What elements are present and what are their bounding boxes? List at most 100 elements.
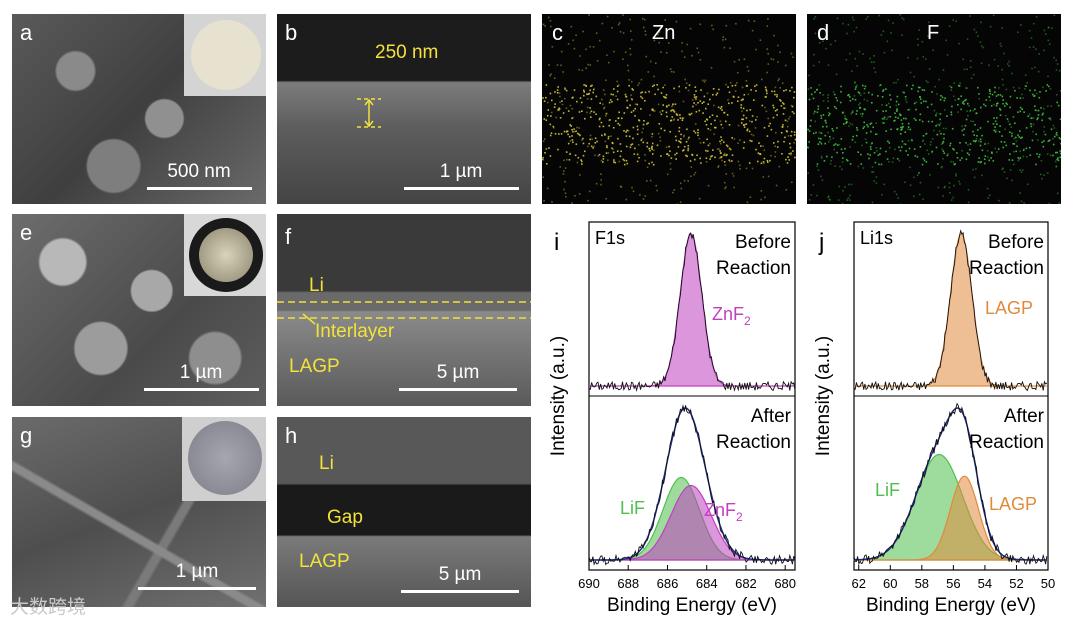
f-dot [966, 152, 969, 154]
zn-dot [693, 102, 695, 104]
zn-dot [781, 82, 784, 84]
zn-dot [777, 61, 779, 63]
f-dot [828, 114, 830, 117]
f-dot [943, 137, 945, 140]
zn-dot [646, 180, 648, 182]
zn-dot [616, 80, 618, 83]
zn-dot [542, 176, 545, 178]
zn-dot [719, 150, 721, 152]
f-dot [836, 127, 838, 129]
zn-dot [777, 79, 779, 82]
zn-dot [585, 48, 587, 51]
f-dot [1005, 102, 1007, 104]
zn-dot [605, 79, 607, 82]
f-dot [979, 161, 982, 164]
x-tick-label: 56 [946, 576, 960, 591]
f-dot [953, 163, 956, 166]
f-dot [818, 84, 821, 86]
zn-dot [662, 104, 664, 106]
zn-dot [704, 79, 707, 82]
zn-dot [627, 130, 630, 132]
zn-dot [712, 88, 715, 90]
zn-dot [673, 118, 676, 120]
zn-dot [699, 157, 701, 160]
f-dot [919, 86, 921, 89]
sem-image-f: f Li Interlayer LAGP 5 µm [277, 214, 531, 406]
zn-dot [767, 117, 769, 120]
f-dot [1017, 31, 1019, 34]
zn-dot [726, 145, 729, 148]
zn-dot [668, 145, 670, 148]
zn-dot [653, 75, 655, 78]
f-dot [913, 176, 915, 179]
zn-dot [611, 147, 613, 150]
zn-dot [664, 96, 666, 99]
zn-dot [737, 142, 739, 144]
f-dot [1030, 123, 1032, 125]
f-dot [910, 88, 913, 90]
zn-dot [637, 84, 639, 86]
f-dot [1001, 95, 1004, 98]
f-dot [824, 134, 827, 137]
f-dot [883, 183, 886, 186]
zn-dot [760, 198, 762, 201]
lagp-label-f: LAGP [289, 356, 340, 377]
zn-dot [587, 93, 590, 95]
f-dot [851, 123, 854, 126]
f-dot [1041, 177, 1043, 180]
f-dot [892, 22, 894, 24]
f-dot [1046, 153, 1049, 155]
f-dot [828, 111, 830, 114]
f-dot [848, 199, 851, 201]
zn-dot [747, 19, 750, 22]
f-dot [814, 91, 816, 93]
zn-dot [550, 25, 552, 28]
zn-dot [759, 153, 761, 155]
zn-dot [658, 31, 661, 33]
zn-dot [714, 119, 716, 122]
f-dot [871, 171, 873, 173]
f-dot [899, 14, 902, 16]
zn-dot [749, 196, 752, 198]
f-dot [1054, 135, 1056, 138]
f-dot [1052, 143, 1055, 146]
f-dot [928, 68, 931, 70]
zn-dot [712, 28, 714, 31]
zn-dot [734, 84, 737, 87]
f-dot [1034, 66, 1036, 69]
f-dot [851, 138, 854, 141]
f-dot [950, 111, 953, 113]
interlayer-label: Interlayer [315, 321, 395, 342]
zn-dot [563, 170, 565, 172]
zn-dot [602, 161, 604, 163]
zn-dot [583, 94, 585, 97]
f-dot [909, 166, 911, 169]
f-dot [894, 116, 897, 118]
f-dot [1043, 49, 1045, 52]
zn-dot [606, 146, 608, 149]
f-dot [828, 198, 831, 201]
zn-dot [774, 110, 777, 112]
zn-dot [689, 27, 692, 30]
zn-dot [551, 46, 554, 48]
zn-dot [600, 159, 603, 162]
zn-dot [552, 125, 555, 128]
zn-dot [755, 84, 758, 86]
f-dot [1017, 159, 1020, 162]
f-dot [848, 125, 850, 127]
zn-dot [666, 153, 668, 156]
f-dot [1052, 137, 1054, 140]
f-dot [921, 163, 924, 166]
zn-dot [689, 113, 691, 116]
zn-dot [707, 144, 710, 147]
zn-dot [721, 159, 723, 162]
f-dot [959, 159, 961, 161]
f-dot [957, 111, 959, 113]
f-dot [1059, 150, 1061, 152]
f-dot [1009, 95, 1012, 98]
f-dot [814, 15, 817, 18]
f-dot [833, 93, 836, 96]
f-dot [959, 82, 961, 85]
f-dot [851, 70, 853, 72]
f-dot [986, 187, 989, 190]
